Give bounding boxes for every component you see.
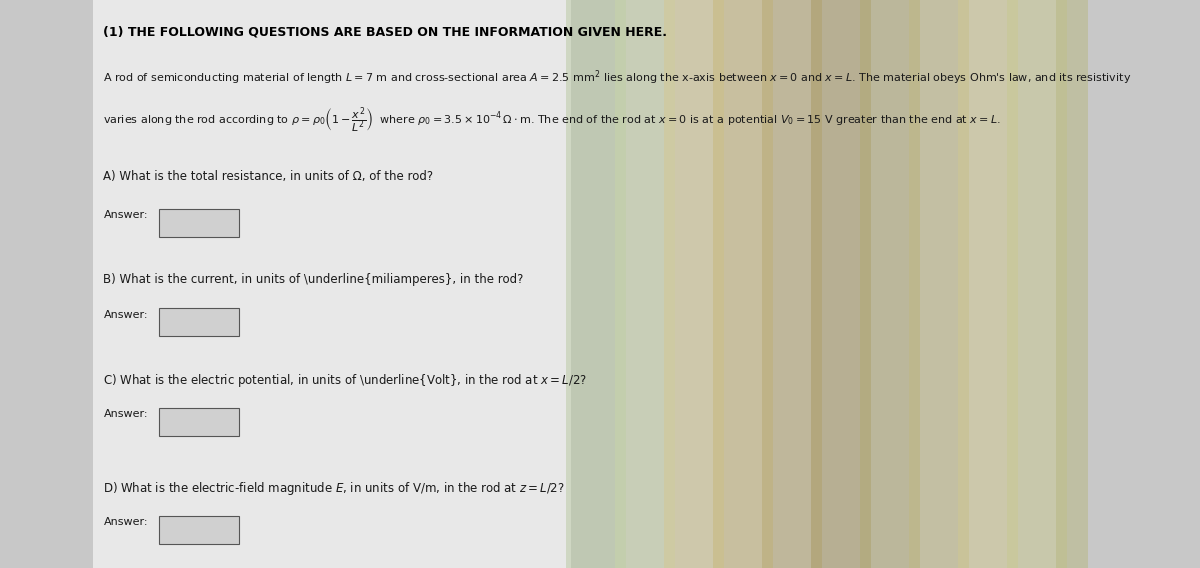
FancyBboxPatch shape xyxy=(762,0,822,568)
FancyBboxPatch shape xyxy=(158,408,240,436)
Text: (1) THE FOLLOWING QUESTIONS ARE BASED ON THE INFORMATION GIVEN HERE.: (1) THE FOLLOWING QUESTIONS ARE BASED ON… xyxy=(103,26,667,39)
FancyBboxPatch shape xyxy=(1007,0,1067,568)
Text: D) What is the electric-field magnitude $E$, in units of V/m, in the rod at $z =: D) What is the electric-field magnitude … xyxy=(103,480,565,497)
FancyBboxPatch shape xyxy=(92,0,571,568)
Text: Answer:: Answer: xyxy=(103,517,148,527)
FancyBboxPatch shape xyxy=(908,0,968,568)
FancyBboxPatch shape xyxy=(1056,0,1116,568)
FancyBboxPatch shape xyxy=(713,0,773,568)
FancyBboxPatch shape xyxy=(158,209,240,237)
FancyBboxPatch shape xyxy=(158,516,240,544)
FancyBboxPatch shape xyxy=(614,0,674,568)
Text: Answer:: Answer: xyxy=(103,210,148,220)
FancyBboxPatch shape xyxy=(860,0,919,568)
Text: Answer:: Answer: xyxy=(103,310,148,320)
FancyBboxPatch shape xyxy=(664,0,724,568)
Text: A) What is the total resistance, in units of Ω, of the rod?: A) What is the total resistance, in unit… xyxy=(103,170,433,183)
Text: B) What is the current, in units of \underline{miliamperes}, in the rod?: B) What is the current, in units of \und… xyxy=(103,273,523,286)
Text: C) What is the electric potential, in units of \underline{Volt}, in the rod at $: C) What is the electric potential, in un… xyxy=(103,372,587,389)
Text: varies along the rod according to $\rho = \rho_0\left(1 - \dfrac{x^2}{L^2}\right: varies along the rod according to $\rho … xyxy=(103,105,1001,135)
Text: Answer:: Answer: xyxy=(103,409,148,419)
FancyBboxPatch shape xyxy=(158,308,240,336)
FancyBboxPatch shape xyxy=(811,0,871,568)
Text: A rod of semiconducting material of length $L = 7$ m and cross-sectional area $A: A rod of semiconducting material of leng… xyxy=(103,68,1132,87)
FancyBboxPatch shape xyxy=(566,0,626,568)
FancyBboxPatch shape xyxy=(958,0,1018,568)
